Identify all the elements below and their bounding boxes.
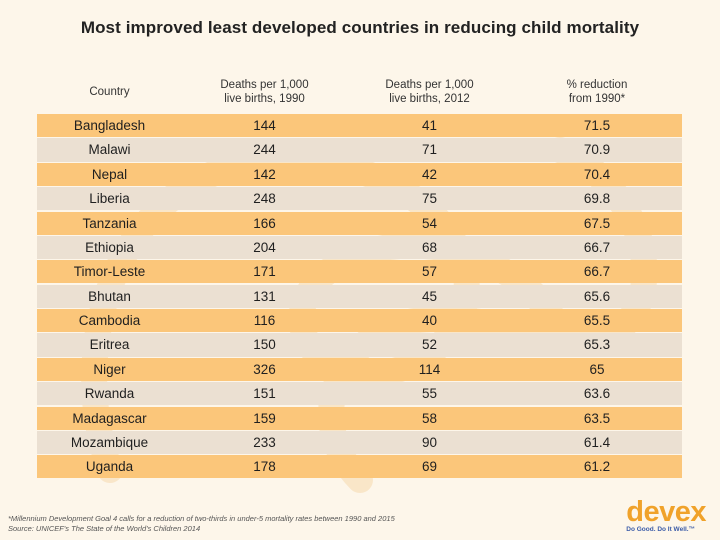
column-header-line: from 1990*: [568, 93, 626, 105]
cell-deaths-2012: 69: [421, 459, 438, 475]
cell-deaths-1990: 326: [253, 361, 276, 377]
cell-deaths-2012: 41: [421, 118, 438, 134]
cell-country: Bangladesh: [73, 118, 146, 134]
cell-country: Cambodia: [78, 313, 141, 329]
cell-percent-reduction: 65.5: [583, 313, 611, 329]
cell-percent-reduction: 61.2: [583, 459, 611, 475]
cell-deaths-2012: 114: [418, 361, 441, 377]
table-row: Bhutan 131 45 65.6: [37, 284, 682, 308]
table-row: Ethiopia 204 68 66.7: [37, 235, 682, 260]
column-header-line: Deaths per 1,000: [385, 79, 474, 91]
cell-deaths-1990: 248: [253, 191, 276, 207]
cell-deaths-1990: 171: [253, 264, 276, 280]
cell-deaths-1990: 233: [253, 434, 276, 450]
cell-deaths-1990: 142: [253, 166, 276, 182]
table-body: Bangladesh 144 41 71.5 Malawi 244 71 70.9 Nepal 1…: [37, 114, 682, 479]
logo-wordmark: devex: [626, 496, 706, 528]
column-header-deaths-2012: Deaths per 1,000 live births, 2012: [347, 78, 512, 106]
table-row: Eritrea 150 52 65.3: [37, 333, 682, 357]
cell-country: Tanzania: [82, 215, 137, 231]
cell-deaths-2012: 90: [421, 434, 438, 450]
cell-percent-reduction: 65: [589, 361, 605, 377]
page-title: Most improved least developed countries …: [80, 18, 640, 37]
cell-percent-reduction: 66.7: [583, 239, 611, 255]
column-header-line: Deaths per 1,000: [220, 79, 309, 91]
cell-percent-reduction: 65.6: [583, 288, 611, 304]
footnote-note: *Millennium Development Goal 4 calls for…: [8, 514, 395, 523]
column-header-percent-reduction: % reduction from 1990*: [512, 78, 682, 106]
table-row: Bangladesh 144 41 71.5: [37, 114, 682, 138]
cell-percent-reduction: 71.5: [583, 118, 611, 134]
table-row: Mozambique 233 90 61.4: [37, 430, 682, 455]
table-row: Rwanda 151 55 63.6: [37, 382, 682, 406]
cell-country: Niger: [93, 361, 126, 377]
table-row: Liberia 248 75 69.8: [37, 187, 682, 211]
devex-logo: devex Do Good. Do It Well.™: [626, 498, 706, 534]
cell-deaths-1990: 204: [253, 239, 276, 255]
cell-deaths-1990: 131: [253, 288, 276, 304]
cell-percent-reduction: 63.5: [583, 410, 611, 426]
table-header-row: Country Deaths per 1,000 live births, 1990…: [37, 70, 682, 114]
cell-deaths-2012: 75: [421, 191, 438, 207]
cell-country: Uganda: [85, 459, 134, 475]
table-row: Madagascar 159 58 63.5: [37, 406, 682, 430]
footnote-source: Source: UNICEF's The State of the World'…: [8, 524, 201, 533]
cell-deaths-1990: 116: [253, 313, 276, 329]
cell-percent-reduction: 65.3: [583, 337, 611, 353]
cell-country: Malawi: [88, 142, 131, 158]
cell-country: Bhutan: [88, 288, 131, 304]
cell-percent-reduction: 66.7: [583, 264, 611, 280]
cell-percent-reduction: 70.4: [583, 166, 611, 182]
column-header-deaths-1990: Deaths per 1,000 live births, 1990: [182, 78, 347, 106]
column-header-line: live births, 1990: [224, 93, 305, 105]
table-row: Malawi 244 71 70.9: [37, 138, 682, 162]
column-header-line: Country: [89, 86, 130, 98]
cell-country: Liberia: [89, 191, 130, 207]
cell-country: Timor-Leste: [73, 264, 146, 280]
cell-country: Rwanda: [84, 386, 135, 402]
cell-deaths-2012: 40: [421, 313, 438, 329]
cell-deaths-1990: 166: [253, 215, 276, 231]
cell-deaths-2012: 54: [421, 215, 438, 231]
table-row: Tanzania 166 54 67.5: [37, 211, 682, 235]
cell-deaths-1990: 151: [253, 386, 276, 402]
cell-deaths-2012: 68: [421, 239, 438, 255]
cell-deaths-1990: 178: [253, 459, 276, 475]
cell-country: Ethiopia: [85, 239, 134, 255]
cell-percent-reduction: 67.5: [583, 215, 611, 231]
cell-deaths-2012: 58: [421, 410, 438, 426]
table-row: Nepal 142 42 70.4: [37, 162, 682, 186]
cell-deaths-1990: 144: [253, 118, 276, 134]
table-row: Cambodia 116 40 65.5: [37, 309, 682, 333]
column-header-line: live births, 2012: [389, 93, 470, 105]
column-header-country: Country: [37, 85, 182, 99]
cell-country: Madagascar: [72, 410, 147, 426]
table-row: Timor-Leste 171 57 66.7: [37, 260, 682, 284]
cell-deaths-2012: 52: [421, 337, 438, 353]
column-header-line: % reduction: [566, 79, 628, 91]
cell-deaths-1990: 159: [253, 410, 276, 426]
cell-deaths-2012: 42: [421, 166, 438, 182]
cell-deaths-2012: 45: [421, 288, 438, 304]
cell-deaths-2012: 71: [421, 142, 438, 158]
cell-percent-reduction: 70.9: [583, 142, 611, 158]
cell-country: Mozambique: [70, 434, 149, 450]
footnote: *Millennium Development Goal 4 calls for…: [8, 514, 568, 534]
cell-deaths-1990: 244: [253, 142, 276, 158]
cell-percent-reduction: 63.6: [583, 386, 611, 402]
cell-deaths-2012: 55: [421, 386, 438, 402]
cell-country: Eritrea: [89, 337, 130, 353]
data-table: Country Deaths per 1,000 live births, 1990…: [37, 70, 682, 480]
cell-country: Nepal: [91, 166, 128, 182]
table-row: Niger 326 114 65: [37, 357, 682, 381]
cell-deaths-2012: 57: [421, 264, 438, 280]
cell-deaths-1990: 150: [253, 337, 276, 353]
table-row: Uganda 178 69 61.2: [37, 455, 682, 479]
logo-tagline: Do Good. Do It Well.™: [626, 526, 696, 533]
cell-percent-reduction: 61.4: [583, 434, 611, 450]
cell-percent-reduction: 69.8: [583, 191, 611, 207]
